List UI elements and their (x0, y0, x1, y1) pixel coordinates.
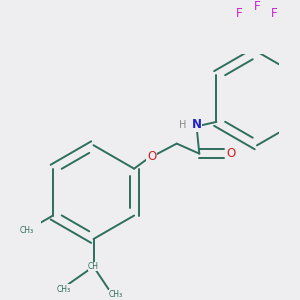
Text: CH₃: CH₃ (56, 285, 70, 294)
Text: F: F (271, 8, 278, 20)
Text: F: F (254, 0, 260, 13)
Text: H: H (179, 120, 187, 130)
Text: O: O (147, 150, 156, 163)
Text: O: O (226, 147, 235, 160)
Text: CH₃: CH₃ (20, 226, 34, 235)
Text: CH₃: CH₃ (109, 290, 123, 299)
Text: CH: CH (88, 262, 99, 271)
Text: N: N (192, 118, 202, 131)
Text: F: F (236, 8, 243, 20)
